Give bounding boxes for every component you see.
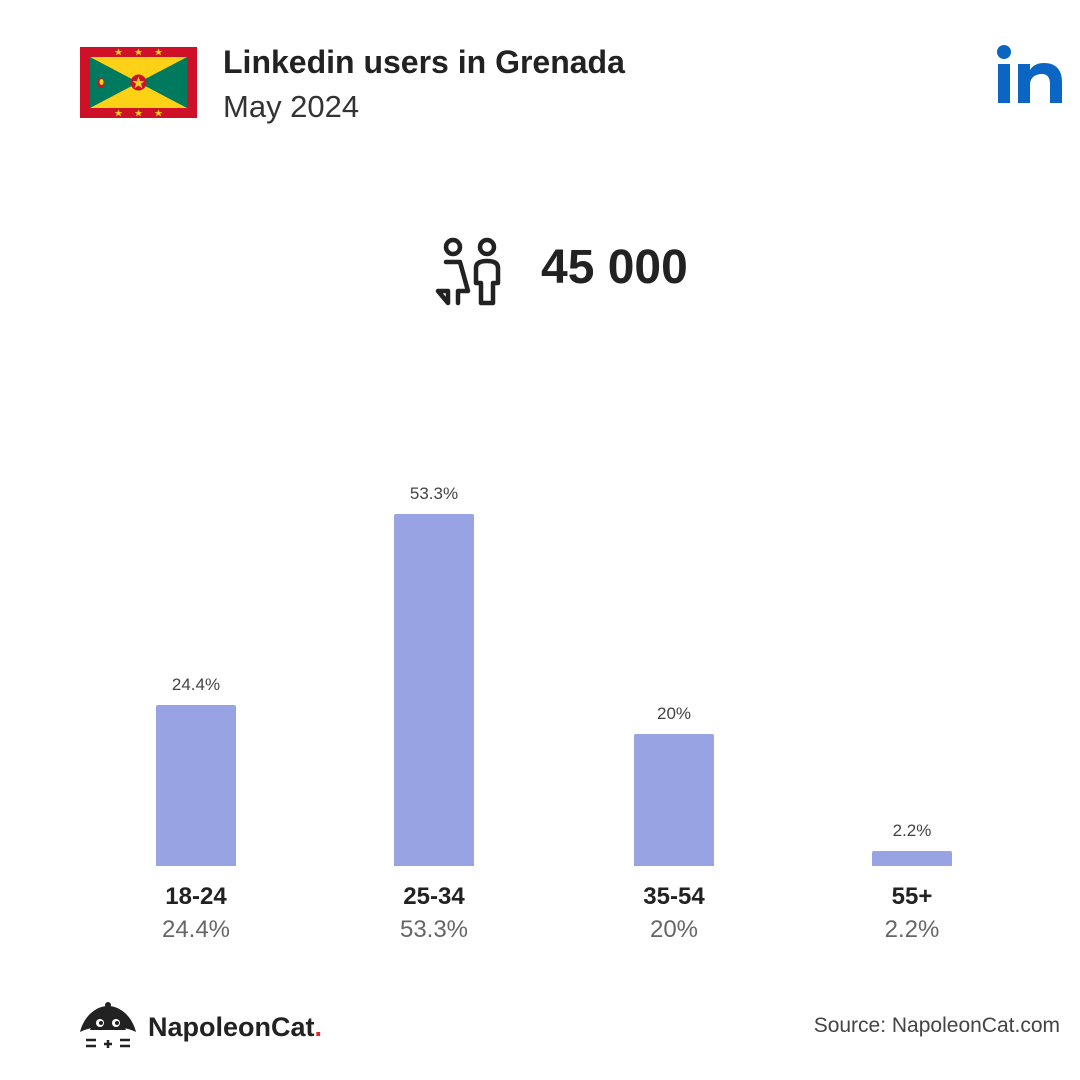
napoleoncat-brand: NapoleonCat. [78,1000,338,1054]
napoleoncat-wordmark: NapoleonCat. [148,1012,323,1042]
grenada-flag-icon [80,47,197,118]
napoleoncat-logo-icon [80,1002,136,1048]
page-subtitle: May 2024 [223,89,360,124]
bar-35-54 [634,733,714,866]
header: Linkedin users in Grenada May 2024 [0,0,1080,140]
category-value: 53.3% [399,916,469,943]
category-label: 55+ [891,883,933,910]
category-value: 2.2% [884,916,940,943]
bar-value-label: 2.2% [892,821,932,841]
bar-value-label: 24.4% [171,674,221,694]
bar-55+ [872,851,952,866]
category-label: 25-34 [403,883,465,910]
category-label: 18-24 [165,883,227,910]
bar-value-label: 20% [656,703,692,723]
total-users-value: 45 000 [541,241,688,294]
source-note: Source: NapoleonCat.com [813,1014,1060,1037]
bar-25-34 [394,514,474,866]
users-icon [435,237,501,306]
linkedin-logo-icon [997,45,1062,103]
total-users: 45 000 [0,230,1080,310]
category-value: 24.4% [161,916,231,943]
category-label: 35-54 [643,883,705,910]
bar-value-label: 53.3% [409,484,459,503]
category-value: 20% [649,916,699,943]
bar-18-24 [156,704,236,866]
page-title: Linkedin users in Grenada [223,44,625,80]
